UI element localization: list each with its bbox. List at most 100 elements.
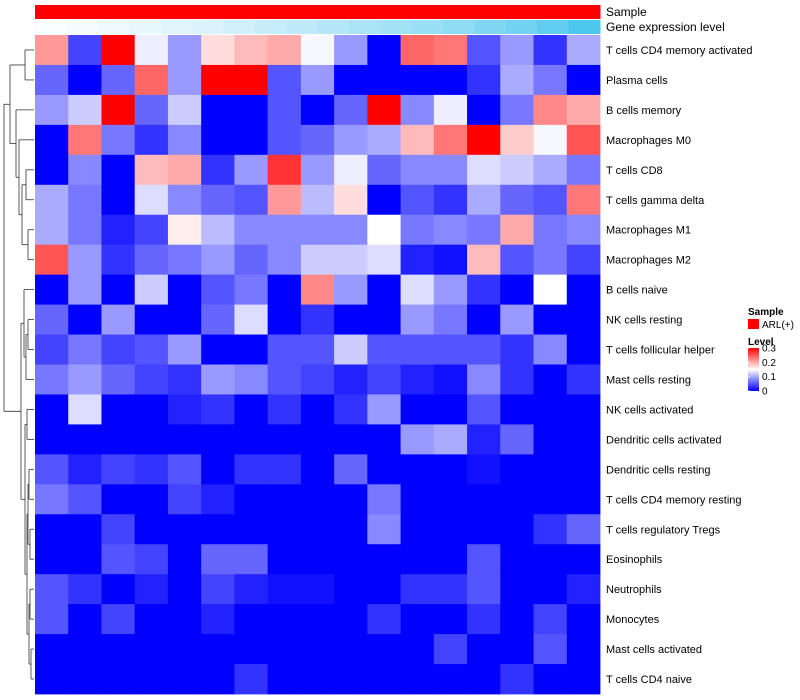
row-label: B cells naive [606, 285, 668, 297]
heatmap-cell [433, 274, 468, 305]
heatmap-cell [101, 604, 136, 635]
heatmap-cell [300, 274, 335, 305]
heatmap-cell [433, 574, 468, 605]
heatmap-cell [533, 634, 568, 665]
heatmap-cell [167, 244, 202, 276]
heatmap-cell [134, 244, 169, 276]
heatmap-cell [300, 604, 335, 635]
heatmap-cell [433, 394, 468, 425]
heatmap-cell [134, 154, 169, 186]
legend-tick-label: 0 [762, 387, 768, 398]
heatmap-cell [201, 634, 235, 665]
heatmap-cell [467, 244, 501, 276]
heatmap-cell [167, 35, 202, 66]
heatmap-cell [334, 514, 368, 545]
heatmap-cell [433, 604, 468, 635]
heatmap-cell [68, 514, 102, 545]
heatmap-cell [234, 364, 269, 395]
expression-annotation-label: Gene expression level [606, 20, 725, 34]
heatmap-cell [467, 574, 501, 605]
heatmap-cell [467, 334, 501, 365]
heatmap-cell [35, 394, 69, 425]
heatmap-cell [533, 94, 568, 126]
heatmap-cell [101, 514, 136, 545]
heatmap-cell [201, 184, 235, 216]
heatmap-cell [234, 604, 269, 635]
heatmap-cell [201, 664, 235, 695]
row-label: NK cells resting [606, 315, 682, 327]
heatmap-cell [300, 454, 335, 485]
heatmap-cell [533, 184, 568, 216]
legend-sample-swatch [748, 319, 759, 329]
heatmap-cell [533, 544, 568, 575]
heatmap-cell [267, 604, 302, 635]
heatmap-cell [134, 334, 169, 365]
heatmap-cell [433, 364, 468, 395]
expression-annotation-cell [35, 20, 67, 34]
heatmap-cell [35, 274, 69, 305]
heatmap-cell [533, 394, 568, 425]
heatmap-cell [68, 364, 102, 395]
heatmap-cell [566, 604, 601, 635]
heatmap-cell [533, 514, 568, 545]
heatmap-cell [267, 454, 302, 485]
heatmap-cell [500, 124, 534, 156]
heatmap-cell [334, 394, 368, 425]
row-label: Mast cells activated [606, 644, 702, 656]
heatmap-cell [300, 424, 335, 455]
row-label: Macrophages M2 [606, 255, 691, 267]
heatmap-cell [400, 35, 435, 66]
heatmap-cell [566, 94, 601, 126]
heatmap-cell [267, 544, 302, 575]
heatmap-cell [400, 454, 435, 485]
heatmap-cell [566, 364, 601, 395]
heatmap-cell [267, 664, 302, 695]
heatmap-cell [234, 454, 269, 485]
heatmap-cell [35, 544, 69, 575]
heatmap-cell [267, 274, 302, 305]
heatmap-cell [433, 454, 468, 485]
heatmap-cell [367, 304, 401, 335]
heatmap-cell [101, 274, 136, 305]
heatmap-cell [35, 664, 69, 695]
heatmap-cell [68, 394, 102, 425]
heatmap-cell [234, 394, 269, 425]
sample-annotation-cell [160, 5, 193, 19]
heatmap-cell [500, 184, 534, 216]
heatmap-cell [467, 454, 501, 485]
heatmap-cell [68, 64, 102, 96]
heatmap-cell [300, 94, 335, 126]
heatmap-cell [433, 35, 468, 66]
heatmap-cell [134, 184, 169, 216]
row-label: Eosinophils [606, 554, 663, 566]
heatmap-cell [566, 304, 601, 335]
sample-annotation-cell [66, 5, 99, 19]
heatmap-cell [300, 634, 335, 665]
heatmap-cell [566, 214, 601, 246]
heatmap-cell [533, 214, 568, 246]
heatmap-cell [400, 514, 435, 545]
heatmap-cell [134, 274, 169, 305]
heatmap-cell [500, 604, 534, 635]
expression-annotation-cell [160, 20, 193, 34]
heatmap-cell [300, 184, 335, 216]
heatmap-cell [400, 184, 435, 216]
heatmap-cell [267, 574, 302, 605]
heatmap-cell [35, 604, 69, 635]
heatmap-cell [167, 154, 202, 186]
heatmap-cell [500, 574, 534, 605]
heatmap-cell [101, 154, 136, 186]
heatmap-cell [400, 574, 435, 605]
heatmap-cell [533, 604, 568, 635]
heatmap-cell [367, 634, 401, 665]
heatmap-cell [134, 544, 169, 575]
heatmap-cell [201, 394, 235, 425]
row-label: B cells memory [606, 105, 682, 117]
heatmap-cell [367, 94, 401, 126]
heatmap-cell [68, 214, 102, 246]
heatmap-cell [433, 514, 468, 545]
heatmap-cell [201, 304, 235, 335]
heatmap-cell [467, 604, 501, 635]
row-label: Monocytes [606, 614, 660, 626]
